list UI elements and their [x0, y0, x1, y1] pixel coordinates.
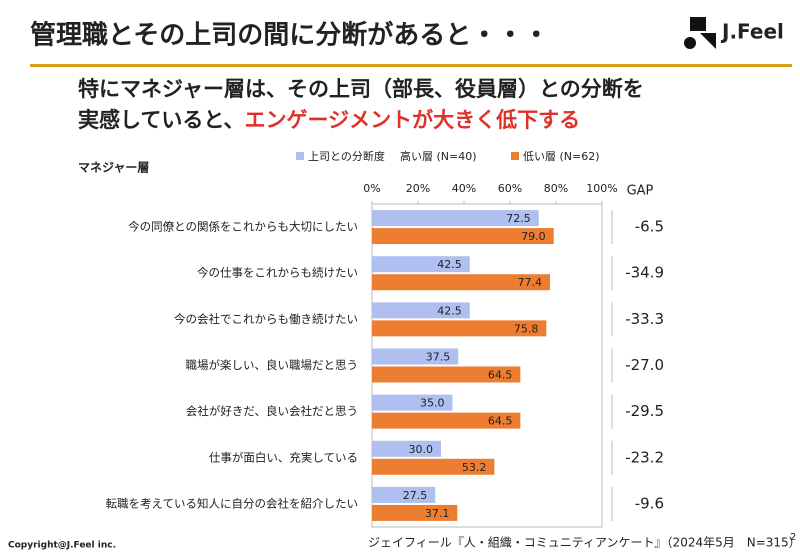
value-label: 75.8 — [514, 322, 539, 335]
bar — [372, 458, 495, 475]
bar — [372, 256, 470, 273]
logo-mark — [700, 33, 716, 49]
bar — [372, 274, 551, 291]
value-label: 64.5 — [488, 369, 513, 382]
value-label: 79.0 — [521, 230, 546, 243]
x-tick-label: 60% — [498, 182, 522, 195]
legend-title: 上司との分断度 — [308, 149, 385, 163]
category-label: 職場が楽しい、良い職場だと思う — [186, 358, 359, 372]
category-label: 会社が好きだ、良い会社だと思う — [186, 404, 358, 418]
panel-label: マネジャー層 — [78, 161, 149, 175]
category-label: 転職を考えている知人に自分の会社を紹介したい — [106, 496, 358, 510]
subtitle-highlight: エンゲージメントが大きく低下する — [245, 108, 581, 132]
x-tick-label: 100% — [586, 182, 617, 195]
value-label: 53.2 — [462, 461, 487, 474]
logo-mark — [684, 37, 696, 49]
value-label: 27.5 — [403, 489, 428, 502]
bar — [372, 394, 453, 411]
title-rule — [30, 64, 792, 67]
legend-label: 高い層 (N=40) — [400, 149, 477, 163]
legend-label: 低い層 (N=62) — [523, 150, 600, 163]
bar — [372, 348, 459, 365]
bar — [372, 366, 521, 383]
gap-value: -34.9 — [625, 264, 664, 282]
category-label: 今の会社でこれからも働き続けたい — [174, 312, 358, 326]
gap-value: -29.5 — [625, 402, 664, 420]
logo-text: J.Feel — [720, 20, 784, 44]
value-label: 42.5 — [437, 304, 462, 317]
page-number: 2 — [790, 532, 796, 543]
category-label: 今の仕事をこれからも続けたい — [197, 266, 358, 280]
gap-value: -6.5 — [635, 218, 664, 236]
bar — [372, 228, 554, 245]
bar — [372, 412, 521, 429]
slide-title: 管理職とその上司の間に分断があると・・・ — [30, 20, 549, 51]
value-label: 64.5 — [488, 415, 513, 428]
value-label: 77.4 — [518, 276, 543, 289]
value-label: 35.0 — [420, 397, 445, 410]
x-tick-label: 0% — [363, 182, 380, 195]
x-tick-label: 80% — [544, 182, 568, 195]
category-label: 今の同僚との関係をこれからも大切にしたい — [128, 220, 358, 234]
copyright: Copyright@J.Feel inc. — [8, 541, 116, 551]
bar — [372, 210, 539, 227]
value-label: 37.5 — [426, 351, 451, 364]
subtitle-plain: 実感していると、 — [78, 108, 245, 132]
value-label: 30.0 — [409, 443, 434, 456]
bar — [372, 486, 436, 503]
gap-value: -23.2 — [625, 448, 664, 466]
bar — [372, 440, 441, 457]
gap-value: -27.0 — [625, 356, 664, 374]
plot-frame — [371, 203, 603, 528]
bar — [372, 320, 547, 337]
value-label: 37.1 — [425, 507, 450, 520]
bar — [372, 302, 470, 319]
subtitle: 実感していると、エンゲージメントが大きく低下する — [78, 108, 580, 132]
chart: 上司との分断度 高い層 (N=40) 低い層 (N=62) 0% 20% 40% 60% 80… — [106, 149, 664, 528]
gap-title: GAP — [627, 184, 654, 199]
x-tick-label: 40% — [452, 182, 476, 195]
logo-mark — [690, 17, 706, 31]
category-label: 仕事が面白い、充実している — [209, 450, 358, 464]
gap-value: -9.6 — [635, 494, 664, 512]
x-tick-label: 20% — [406, 182, 430, 195]
subtitle: 特にマネジャー層は、その上司（部長、役員層）との分断を — [78, 77, 644, 101]
gap-value: -33.3 — [625, 310, 664, 328]
value-label: 72.5 — [506, 212, 531, 225]
source: ジェイフィール『人・組織・コミュニティアンケート』（2024年5月 N=315） — [368, 536, 800, 550]
legend-swatch — [511, 152, 519, 160]
legend-swatch — [296, 152, 304, 160]
bar — [372, 504, 458, 521]
value-label: 42.5 — [437, 258, 462, 271]
